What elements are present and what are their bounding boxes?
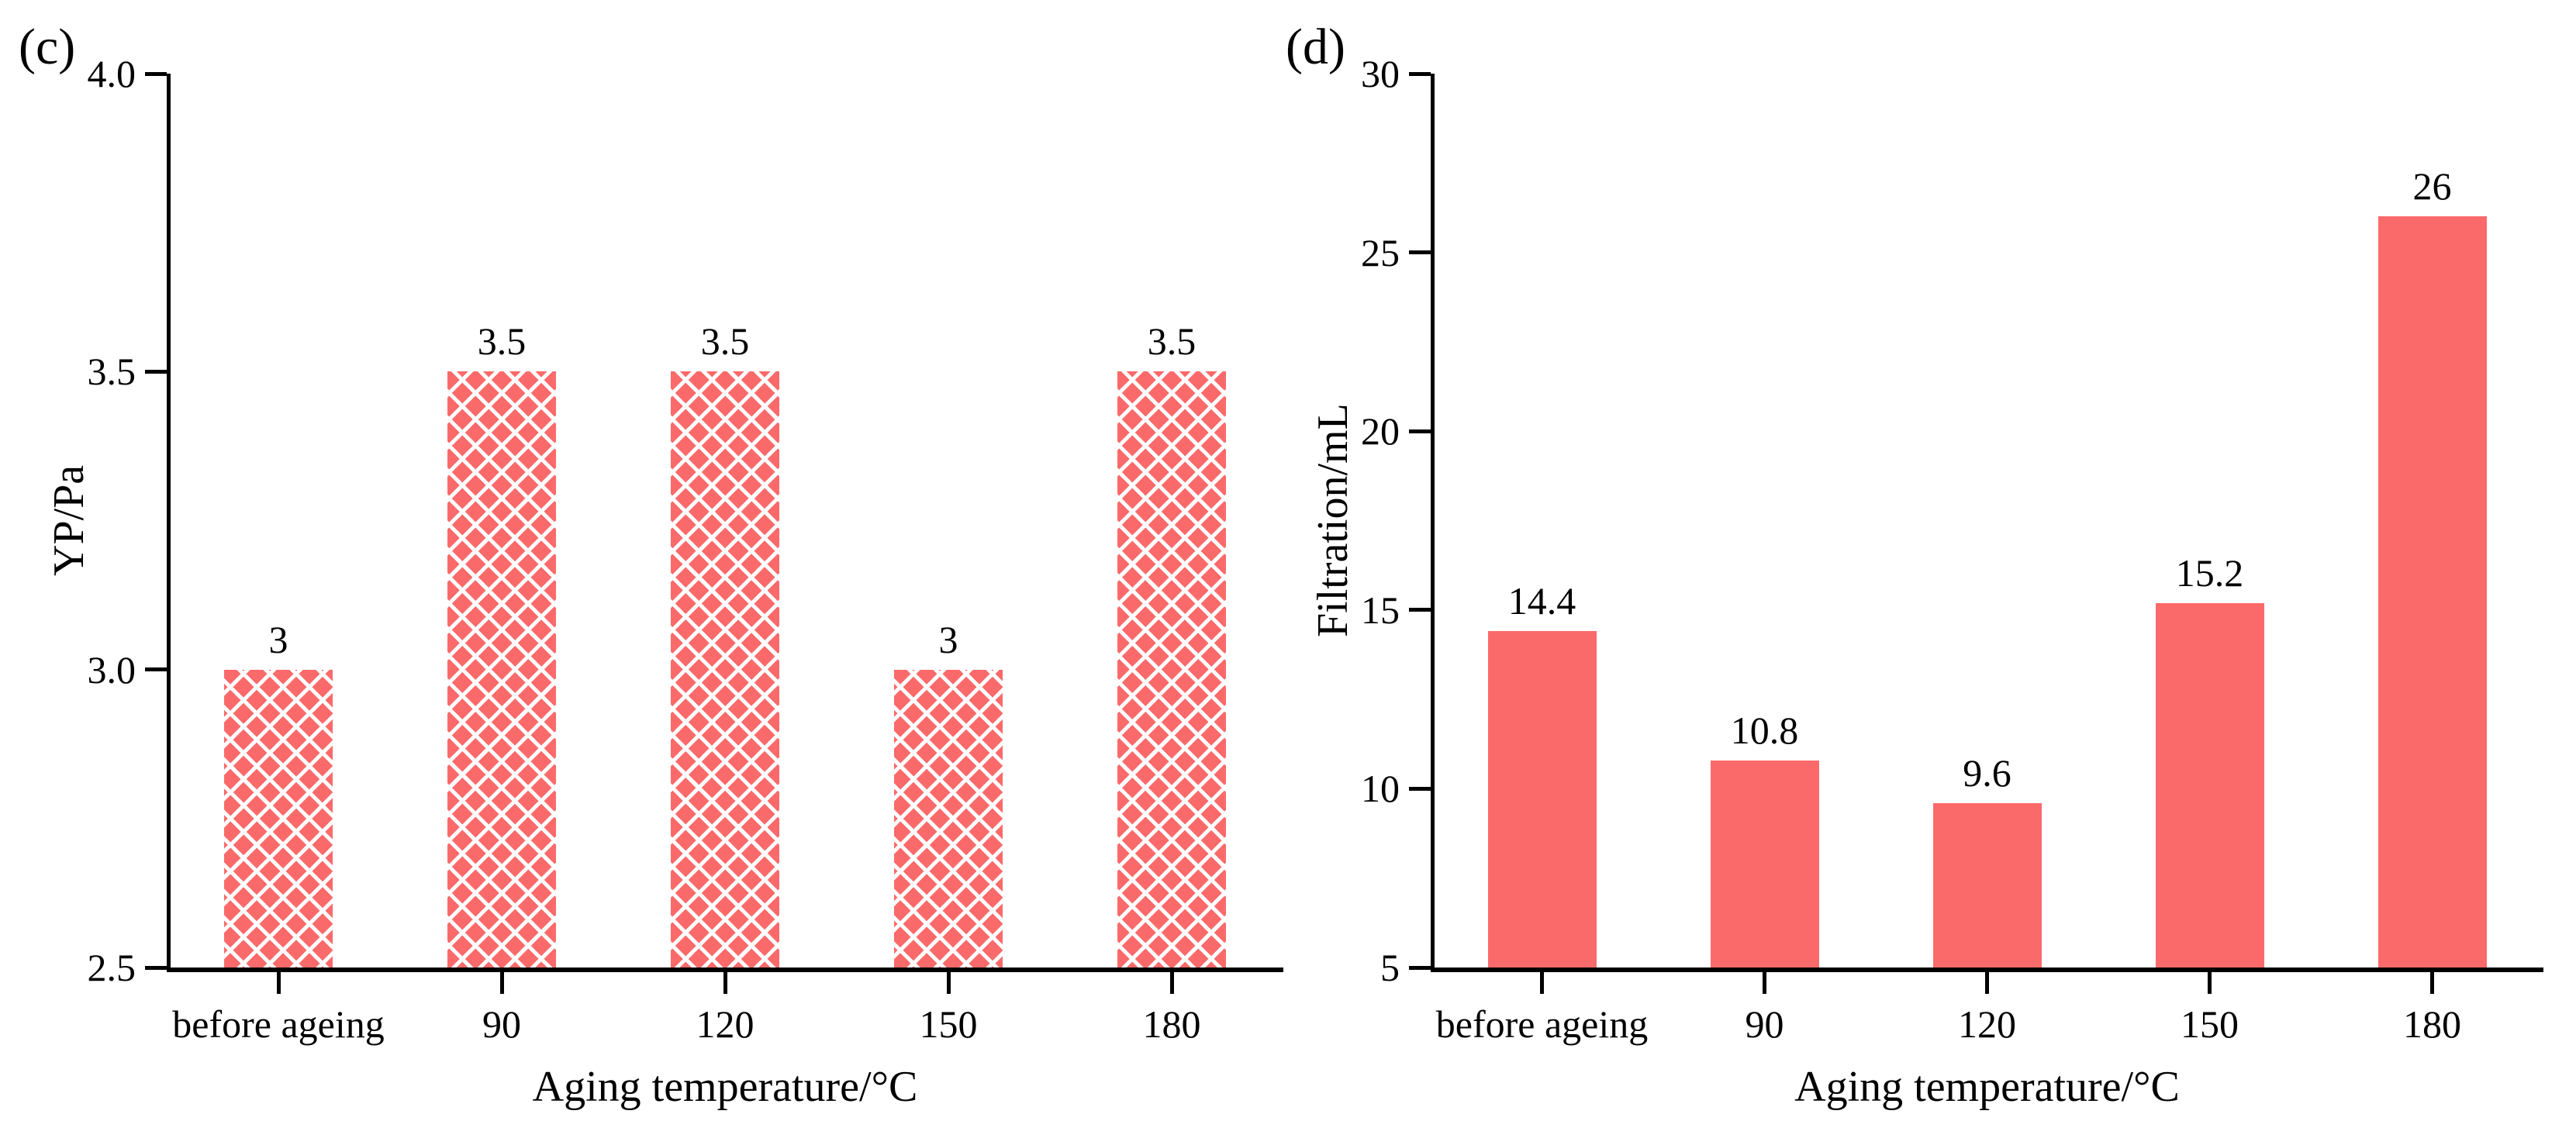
x-tick: [276, 972, 281, 994]
y-tick-label: 10: [1361, 767, 1400, 811]
bar: [671, 371, 779, 968]
y-tick-label: 5: [1380, 946, 1400, 989]
y-axis-title: Filtration/mL: [1309, 403, 1357, 638]
bar-value-label: 26: [2412, 164, 2452, 209]
bar-value-label: 3.5: [700, 319, 750, 364]
bar-value-label: 15.2: [2175, 550, 2244, 595]
x-tick: [499, 972, 504, 994]
bar: [1710, 760, 1819, 968]
bar: [2155, 602, 2264, 968]
x-axis-title: Aging temperature/°C: [532, 1063, 918, 1111]
x-tick-label: before ageing: [172, 1002, 385, 1046]
plot-area-d: Filtration/mL Aging temperature/°C 5 10 15…: [1309, 52, 2543, 1109]
x-tick-label: 120: [696, 1002, 754, 1046]
bar: [1932, 802, 2042, 968]
bar: [1117, 371, 1226, 968]
bar-value-label: 3.5: [1147, 319, 1196, 364]
panel-label-d: (d): [1286, 19, 1345, 75]
x-tick: [2430, 972, 2434, 994]
bar: [894, 669, 1003, 968]
bar-value-label: 3: [938, 617, 958, 661]
y-tick: [1409, 786, 1431, 791]
x-tick-label: 180: [2403, 1002, 2461, 1046]
y-tick: [1409, 608, 1431, 612]
x-axis-title: Aging temperature/°C: [1794, 1063, 2180, 1111]
bar-value-label: 9.6: [1963, 750, 2011, 795]
x-tick-label: 150: [2181, 1002, 2239, 1046]
x-tick-label: 120: [1958, 1002, 2016, 1046]
bar: [447, 371, 556, 968]
x-tick: [946, 972, 951, 994]
y-axis-line: [167, 74, 171, 972]
bar: [2377, 216, 2487, 968]
bar-value-label: 3: [268, 617, 288, 661]
x-axis-line: [167, 968, 1283, 972]
bar-value-label: 3.5: [477, 319, 527, 364]
y-tick-label: 2.5: [87, 946, 136, 989]
plot-area-c: YP/Pa Aging temperature/°C 2.5 3.0 3.5 4.0 3…: [45, 52, 1283, 1109]
x-tick-label: 180: [1142, 1002, 1201, 1046]
y-tick: [1409, 71, 1431, 76]
bar: [1487, 631, 1597, 968]
y-axis-line: [1431, 74, 1435, 972]
y-tick: [145, 965, 167, 970]
panel-label-c: (c): [19, 19, 76, 75]
x-tick-label: 90: [1745, 1002, 1784, 1046]
y-tick-label: 20: [1361, 409, 1400, 454]
x-tick: [2208, 972, 2212, 994]
y-tick: [145, 667, 167, 672]
y-tick: [145, 369, 167, 374]
y-tick: [1409, 429, 1431, 433]
y-tick-label: 15: [1361, 588, 1400, 632]
y-tick-label: 3.0: [87, 647, 136, 692]
bar-value-label: 10.8: [1730, 708, 1799, 752]
x-tick-label: 90: [482, 1002, 521, 1046]
y-axis-title: YP/Pa: [45, 464, 93, 577]
x-tick: [1540, 972, 1544, 994]
y-tick: [1409, 965, 1431, 970]
y-tick-label: 3.5: [87, 350, 136, 394]
x-tick-label: 150: [919, 1002, 978, 1046]
bar-value-label: 14.4: [1507, 579, 1576, 623]
bar: [224, 669, 333, 968]
x-axis-line: [1431, 968, 2543, 972]
y-tick: [1409, 250, 1431, 255]
y-tick: [145, 71, 167, 76]
x-tick-label: before ageing: [1435, 1002, 1649, 1046]
x-tick: [723, 972, 727, 994]
x-tick: [1169, 972, 1174, 994]
x-tick: [1763, 972, 1766, 994]
y-tick-label: 25: [1361, 230, 1400, 274]
x-tick: [1985, 972, 1989, 994]
